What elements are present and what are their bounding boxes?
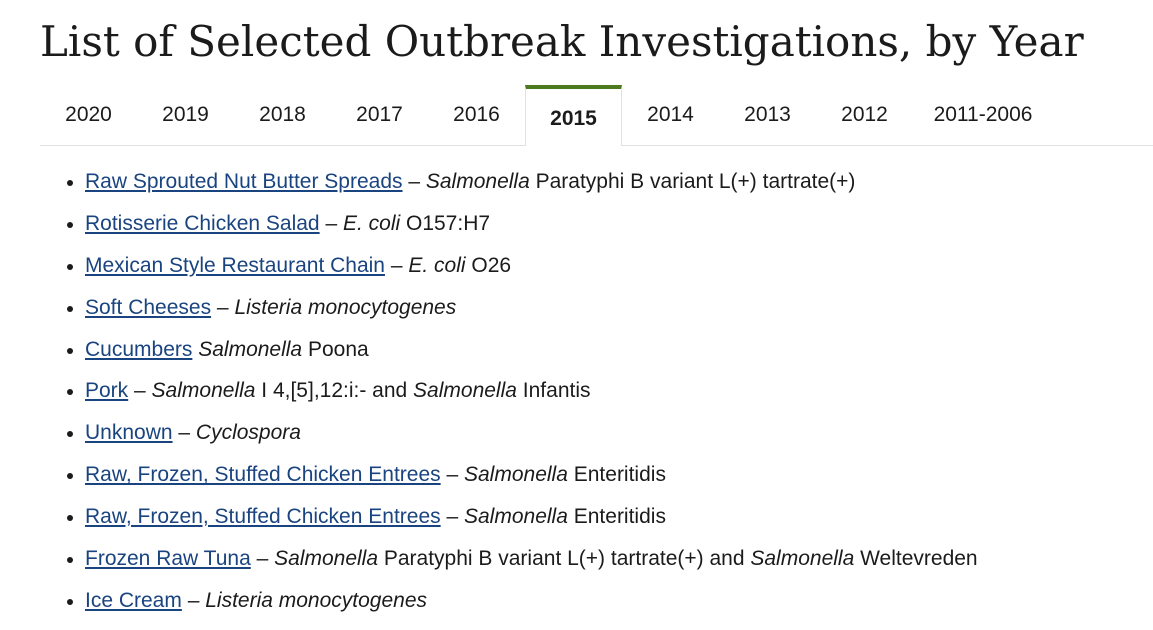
outbreak-link[interactable]: Mexican Style Restaurant Chain [85, 253, 385, 277]
separator: – [250, 547, 275, 571]
tab-2014[interactable]: 2014 [647, 103, 694, 126]
list-item: Rotisserie Chicken Salad – E. coli O157:… [85, 204, 978, 246]
year-tabs: 2020 2019 2018 2017 2016 2015 2014 2013 … [40, 85, 1153, 146]
outbreak-list: Raw Sprouted Nut Butter Spreads – Salmon… [40, 162, 978, 623]
organism: Salmonella [425, 170, 530, 193]
tab-2018[interactable]: 2018 [259, 103, 306, 126]
separator: – [319, 211, 343, 235]
separator: – [211, 295, 235, 319]
outbreak-link[interactable]: Ice Cream [85, 588, 182, 612]
organism: Listeria monocytogenes [205, 588, 428, 612]
organism: Salmonella [413, 379, 517, 403]
outbreak-link[interactable]: Soft Cheeses [85, 295, 212, 319]
outbreak-link[interactable]: Rotisserie Chicken Salad [85, 211, 320, 235]
outbreak-link[interactable]: Cucumbers [85, 337, 193, 361]
tab-2012[interactable]: 2012 [841, 103, 888, 126]
strain: Poona [302, 337, 369, 361]
organism: Salmonella [464, 463, 568, 487]
organism: Salmonella [198, 337, 303, 361]
list-item: Ice Cream – Listeria monocytogenes [85, 581, 978, 623]
organism: Cyclospora [195, 421, 301, 445]
organism: Salmonella [750, 547, 855, 571]
organism: E. coli [342, 211, 401, 235]
outbreak-link[interactable]: Pork [85, 379, 129, 403]
organism: Salmonella [464, 505, 568, 529]
tab-2011-2006[interactable]: 2011-2006 [933, 103, 1033, 126]
list-item: Mexican Style Restaurant Chain – E. coli… [85, 246, 978, 288]
tab-2020[interactable]: 2020 [65, 103, 112, 126]
list-item: Soft Cheeses – Listeria monocytogenes [85, 288, 978, 330]
strain: O26 [465, 253, 512, 277]
list-item: Raw, Frozen, Stuffed Chicken Entrees – S… [85, 455, 978, 497]
strain: Enteritidis [567, 505, 666, 529]
separator: – [181, 588, 206, 612]
strain: O157:H7 [400, 211, 491, 235]
organism: Salmonella [151, 379, 256, 403]
list-item: Raw, Frozen, Stuffed Chicken Entrees – S… [85, 497, 978, 539]
separator: – [440, 463, 464, 487]
list-item: Cucumbers Salmonella Poona [85, 330, 978, 372]
tab-2015[interactable]: 2015 [525, 85, 622, 146]
strain: Paratyphi B variant L(+) tartrate(+) [529, 170, 856, 193]
separator: – [128, 379, 152, 403]
outbreak-link[interactable]: Unknown [85, 421, 173, 445]
list-item: Frozen Raw Tuna – Salmonella Paratyphi B… [85, 539, 978, 581]
list-item: Unknown – Cyclospora [85, 413, 978, 455]
page-title: List of Selected Outbreak Investigations… [40, 17, 1084, 66]
list-item: Raw Sprouted Nut Butter Spreads – Salmon… [85, 162, 978, 204]
tab-2013[interactable]: 2013 [744, 103, 791, 126]
outbreak-link[interactable]: Raw, Frozen, Stuffed Chicken Entrees [85, 505, 441, 529]
separator: – [402, 170, 426, 193]
separator: – [384, 253, 409, 277]
tab-2016[interactable]: 2016 [453, 103, 500, 126]
strain: Enteritidis [567, 463, 666, 487]
strain: I 4,[5],12:i:- and [255, 379, 414, 403]
outbreak-link[interactable]: Frozen Raw Tuna [85, 547, 251, 571]
separator: – [440, 505, 464, 529]
list-item: Pork – Salmonella I 4,[5],12:i:- and Sal… [85, 371, 978, 413]
separator: – [172, 421, 196, 445]
strain: Paratyphi B variant L(+) tartrate(+) and [378, 547, 751, 571]
outbreak-link[interactable]: Raw, Frozen, Stuffed Chicken Entrees [85, 463, 441, 487]
strain: Weltevreden [854, 547, 978, 571]
tab-2019[interactable]: 2019 [162, 103, 209, 126]
organism: Salmonella [274, 547, 379, 571]
outbreak-link[interactable]: Raw Sprouted Nut Butter Spreads [85, 170, 403, 193]
strain: Infantis [516, 379, 591, 403]
organism: Listeria monocytogenes [234, 295, 457, 319]
organism: E. coli [408, 253, 466, 277]
tab-2017[interactable]: 2017 [356, 103, 403, 126]
